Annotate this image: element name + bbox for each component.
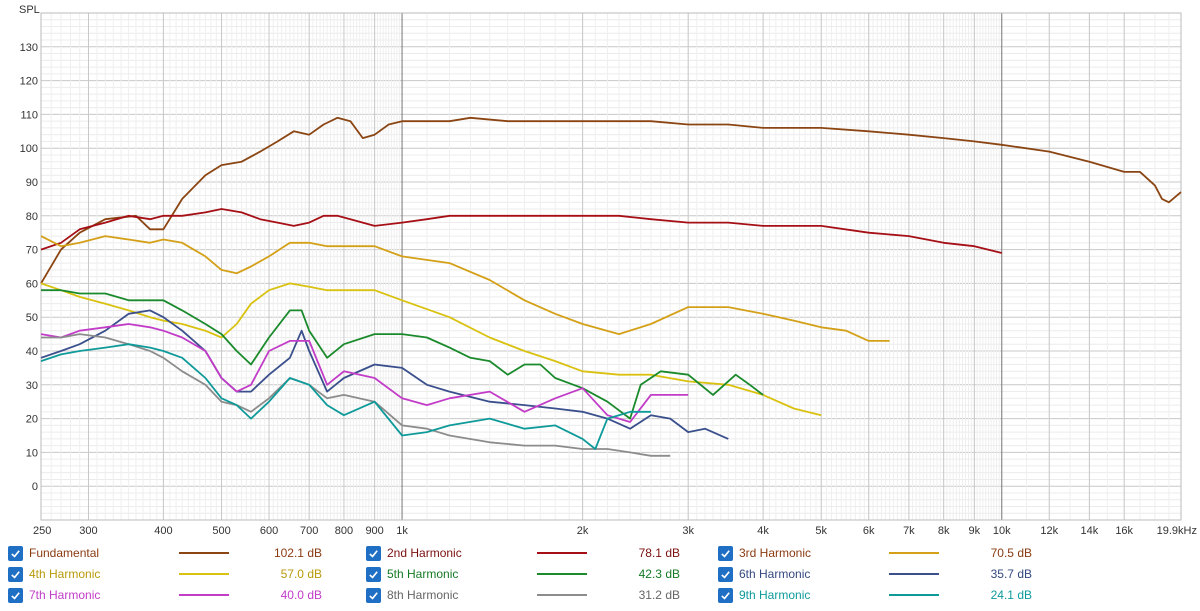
legend-swatch (179, 552, 229, 554)
legend-swatch (889, 552, 939, 554)
x-tick-label: 10k (993, 525, 1011, 537)
legend-swatch (537, 573, 587, 575)
series-line-7th-harmonic (40, 323, 689, 423)
legend-item-7th-harmonic[interactable]: 7th Harmonic 40.0 dB (8, 585, 322, 605)
y-tick-label: 80 (26, 211, 38, 223)
x-tick-label: 7k (903, 525, 915, 537)
legend-value: 24.1 dB (990, 588, 1032, 602)
legend-label: 7th Harmonic (29, 588, 101, 602)
legend: Fundamental 102.1 dB 2nd Harmonic 78.1 dB 3r… (0, 541, 1200, 611)
legend-label: 2nd Harmonic (387, 546, 462, 560)
legend-checkbox-2nd-harmonic[interactable] (366, 545, 381, 561)
x-tick-label: 900 (365, 525, 383, 537)
x-tick-label: 4k (757, 525, 769, 537)
legend-value: 35.7 dB (990, 567, 1032, 581)
legend-label: 8th Harmonic (387, 588, 459, 602)
legend-label: Fundamental (29, 546, 100, 560)
series-line-9th-harmonic (40, 343, 651, 450)
x-tick-label: 5k (815, 525, 827, 537)
legend-label: 9th Harmonic (739, 588, 811, 602)
series-line-4th-harmonic (40, 282, 822, 417)
y-tick-label: 50 (26, 312, 38, 324)
x-tick-label: 12k (1040, 525, 1058, 537)
y-tick-label: 30 (26, 380, 38, 392)
legend-item-9th-harmonic[interactable]: 9th Harmonic 24.1 dB (718, 585, 1032, 605)
legend-item-2nd-harmonic[interactable]: 2nd Harmonic 78.1 dB (366, 543, 680, 563)
series-layer (40, 116, 1182, 457)
legend-checkbox-3rd-harmonic[interactable] (718, 545, 733, 561)
legend-swatch (179, 573, 229, 575)
plot-frame (40, 12, 1182, 521)
legend-checkbox-6th-harmonic[interactable] (718, 566, 733, 582)
x-tick-label: 8k (938, 525, 950, 537)
y-tick-label: 90 (26, 177, 38, 189)
legend-swatch (889, 573, 939, 575)
legend-value: 78.1 dB (638, 546, 680, 560)
legend-item-8th-harmonic[interactable]: 8th Harmonic 31.2 dB (366, 585, 680, 605)
y-ticks: 0 10 20 30 40 50 60 70 80 90 100 110 120 130 (20, 42, 38, 493)
legend-label: 4th Harmonic (29, 567, 101, 581)
y-tick-label: 20 (26, 414, 38, 426)
legend-item-3rd-harmonic[interactable]: 3rd Harmonic 70.5 dB (718, 543, 1032, 563)
plot-background (0, 0, 1200, 541)
legend-label: 3rd Harmonic (739, 546, 812, 560)
legend-value: 42.3 dB (638, 567, 680, 581)
y-tick-label: 100 (20, 143, 38, 155)
legend-item-5th-harmonic[interactable]: 5th Harmonic 42.3 dB (366, 564, 680, 584)
legend-value: 40.0 dB (280, 588, 322, 602)
legend-label: 5th Harmonic (387, 567, 459, 581)
legend-item-fundamental[interactable]: Fundamental 102.1 dB (8, 543, 322, 563)
series-line-3rd-harmonic (40, 235, 890, 342)
x-tick-label: 14k (1081, 525, 1099, 537)
legend-swatch (537, 552, 587, 554)
y-tick-label: 40 (26, 346, 38, 358)
legend-swatch (889, 594, 939, 596)
legend-swatch (537, 594, 587, 596)
x-tick-label: 3k (682, 525, 694, 537)
legend-label: 6th Harmonic (739, 567, 811, 581)
y-axis-label: SPL (19, 4, 40, 16)
legend-checkbox-fundamental[interactable] (8, 545, 23, 561)
x-tick-label: 9k (969, 525, 981, 537)
y-tick-label: 70 (26, 245, 38, 257)
x-tick-label: 500 (212, 525, 230, 537)
x-tick-label: 1k (396, 525, 408, 537)
y-tick-label: 110 (20, 109, 38, 121)
x-tick-label: 800 (335, 525, 353, 537)
series-line-6th-harmonic (40, 309, 729, 440)
legend-checkbox-4th-harmonic[interactable] (8, 566, 23, 582)
legend-value: 102.1 dB (273, 546, 322, 560)
legend-checkbox-8th-harmonic[interactable] (366, 587, 381, 603)
y-tick-label: 0 (32, 481, 38, 493)
series-line-fundamental (40, 116, 1182, 284)
x-tick-label: 19.9kHz (1157, 525, 1197, 537)
legend-value: 57.0 dB (280, 567, 322, 581)
x-tick-label: 2k (577, 525, 589, 537)
x-tick-label: 250 (33, 525, 51, 537)
x-tick-label: 400 (154, 525, 172, 537)
x-ticks: 250 300 400 500 600 700 800 900 1k 2k 3k 4k 5k 6k 7k 8k… (33, 525, 1197, 537)
grid (40, 12, 1182, 521)
x-tick-label: 700 (300, 525, 318, 537)
y-tick-label: 130 (20, 42, 38, 54)
legend-item-4th-harmonic[interactable]: 4th Harmonic 57.0 dB (8, 564, 322, 584)
legend-value: 70.5 dB (990, 546, 1032, 560)
legend-checkbox-5th-harmonic[interactable] (366, 566, 381, 582)
legend-item-6th-harmonic[interactable]: 6th Harmonic 35.7 dB (718, 564, 1032, 584)
x-tick-label: 600 (260, 525, 278, 537)
y-tick-label: 10 (26, 447, 38, 459)
y-tick-label: 60 (26, 278, 38, 290)
x-tick-label: 300 (79, 525, 97, 537)
legend-swatch (179, 594, 229, 596)
series-line-2nd-harmonic (40, 208, 1003, 254)
legend-checkbox-7th-harmonic[interactable] (8, 587, 23, 603)
x-tick-label: 16k (1115, 525, 1133, 537)
x-tick-label: 6k (863, 525, 875, 537)
spl-chart[interactable]: SPL 0 10 20 30 40 50 60 70 80 90 100 110 120 130 250 3… (0, 0, 1200, 541)
series-line-5th-harmonic (41, 289, 764, 420)
legend-checkbox-9th-harmonic[interactable] (718, 587, 733, 603)
y-tick-label: 120 (20, 76, 38, 88)
legend-value: 31.2 dB (638, 588, 680, 602)
